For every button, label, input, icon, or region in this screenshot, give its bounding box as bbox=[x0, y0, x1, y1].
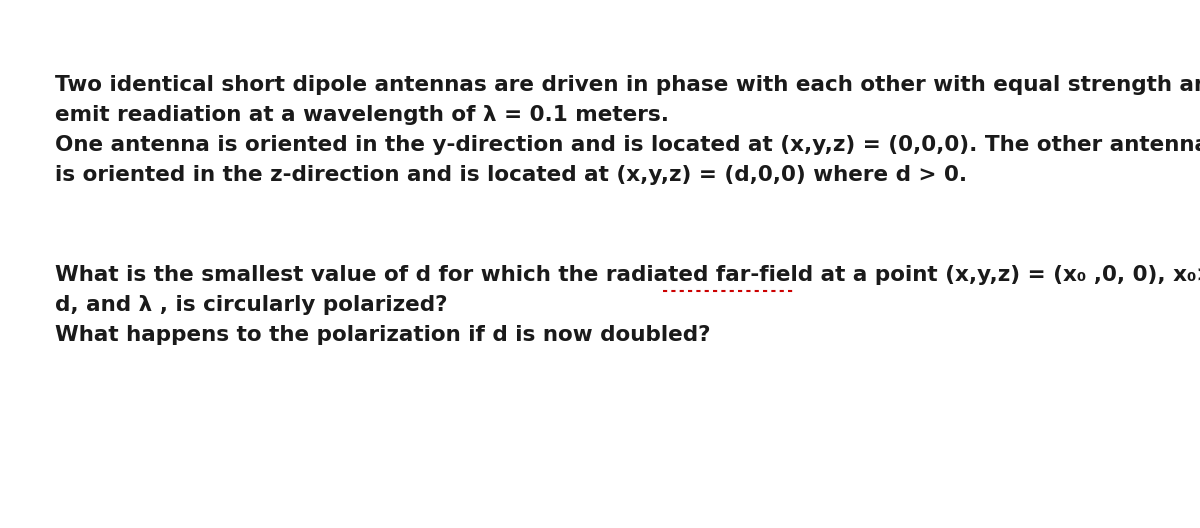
Text: emit readiation at a wavelength of λ = 0.1 meters.: emit readiation at a wavelength of λ = 0… bbox=[55, 105, 670, 125]
Text: What is the smallest value of d for which the radiated far-field at a point (x,y: What is the smallest value of d for whic… bbox=[55, 265, 1200, 285]
Text: Two identical short dipole antennas are driven in phase with each other with equ: Two identical short dipole antennas are … bbox=[55, 75, 1200, 95]
Text: is oriented in the z-direction and is located at (x,y,z) = (d,0,0) where d > 0.: is oriented in the z-direction and is lo… bbox=[55, 165, 967, 185]
Text: One antenna is oriented in the y-direction and is located at (x,y,z) = (0,0,0). : One antenna is oriented in the y-directi… bbox=[55, 135, 1200, 155]
Text: What happens to the polarization if d is now doubled?: What happens to the polarization if d is… bbox=[55, 325, 710, 345]
Text: d, and λ , is circularly polarized?: d, and λ , is circularly polarized? bbox=[55, 295, 448, 315]
